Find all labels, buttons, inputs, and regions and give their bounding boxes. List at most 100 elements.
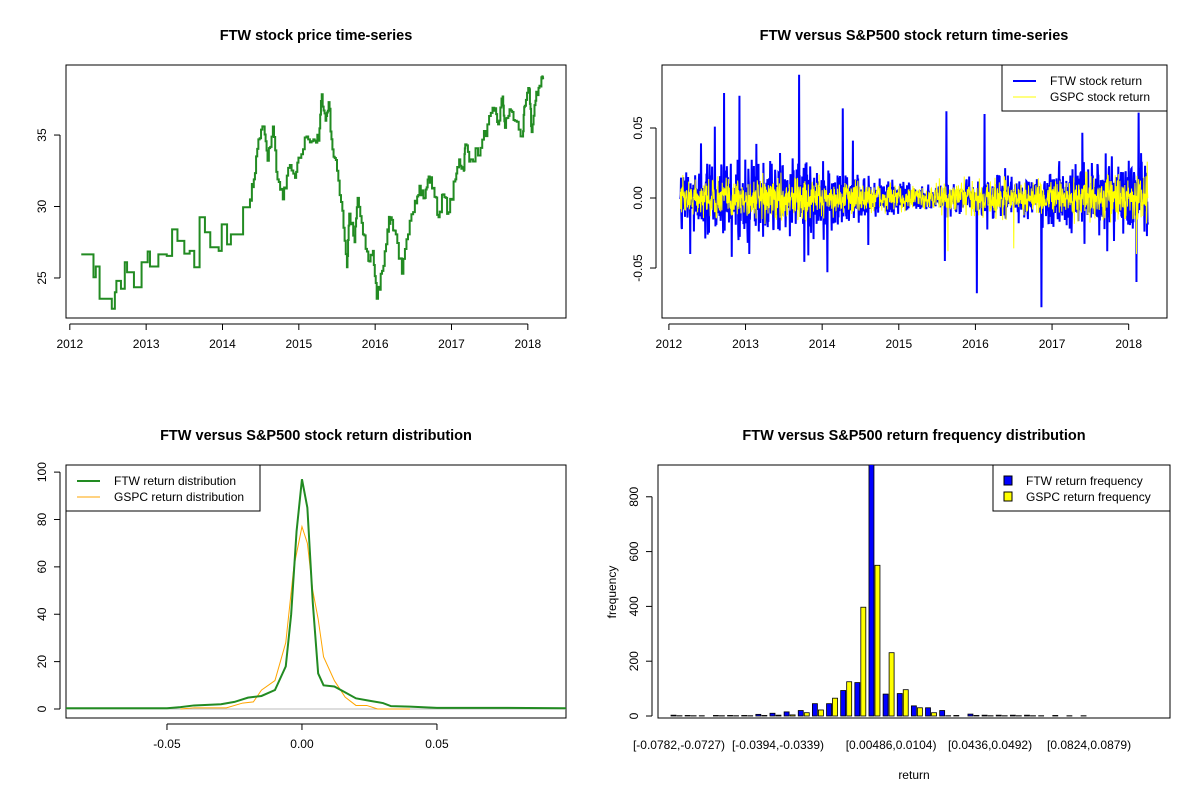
y-tick-label: 200: [627, 651, 641, 671]
ftw-bar: [713, 715, 719, 717]
gspc-bar: [973, 715, 980, 717]
ftw-bar: [939, 710, 946, 717]
frequency-chart: 0 200 400 600 800 [-0.0782,-0.0727) [-0.0394,-…: [627, 464, 1171, 752]
gspc-bar: [832, 697, 838, 717]
plot-frame: [65, 64, 567, 319]
x-tick-label: 2013: [732, 337, 759, 351]
x-axis-label-return: return: [898, 768, 929, 782]
x-tick-label: 2018: [514, 337, 541, 351]
legend-label: GSPC return distribution: [114, 490, 244, 504]
gspc-bar: [775, 714, 782, 717]
y-tick-label: 60: [35, 560, 49, 574]
gspc-return-line: [679, 161, 1149, 255]
returns-chart: 2012 2013 2014 2015 2016 2017 2018 -0.05 0.00 0.0…: [631, 64, 1168, 351]
legend-box: [65, 464, 261, 512]
y-tick-label: 400: [627, 596, 641, 616]
ftw-bar: [684, 715, 691, 717]
chart-title-returns: FTW versus S&P500 stock return time-seri…: [760, 28, 1069, 44]
x-tick-label: 2014: [209, 337, 236, 351]
gspc-bar: [888, 652, 895, 717]
y-tick-label: 25: [35, 271, 49, 285]
ftw-bar: [967, 713, 974, 717]
x-tick-label: [0.0824,0.0879): [1047, 738, 1131, 752]
x-tick-label: 2012: [656, 337, 683, 351]
ftw-bar: [1009, 714, 1016, 717]
x-tick-label: 2018: [1115, 337, 1142, 351]
density-lines: [66, 479, 566, 710]
plot-frame: [657, 464, 1171, 719]
gspc-bar: [761, 715, 768, 717]
x-tick-label: [0.00486,0.0104): [846, 738, 937, 752]
ftw-bar: [783, 711, 790, 717]
distribution-chart: -0.05 0.00 0.05 0 20 40 60 80 100 FTW return dist…: [35, 462, 567, 751]
y-tick-label: -0.05: [631, 254, 645, 282]
y-tick-label: 80: [35, 512, 49, 526]
x-tick-label: 2013: [133, 337, 160, 351]
ftw-bar: [953, 715, 960, 717]
x-tick-label: 2017: [1039, 337, 1066, 351]
ftw-bar: [797, 710, 804, 717]
ftw-bar: [1052, 715, 1059, 717]
gspc-bar: [803, 712, 810, 717]
gspc-bar: [916, 707, 923, 717]
price-line: [81, 75, 545, 310]
gspc-density-line: [180, 524, 410, 710]
ftw-bar: [826, 703, 832, 717]
x-tick-label: 2017: [438, 337, 465, 351]
x-tick-label: -0.05: [153, 737, 181, 751]
y-tick-label: 0: [35, 705, 49, 712]
ftw-bar: [854, 682, 861, 717]
ftw-bar: [670, 714, 677, 717]
gspc-bar: [789, 714, 796, 717]
ftw-bar: [755, 713, 762, 717]
x-tick-label: 0.00: [290, 737, 314, 751]
y-tick-label: 30: [35, 200, 49, 214]
y-tick-label: 100: [35, 462, 49, 482]
legend-label: FTW return distribution: [114, 474, 236, 488]
y-tick-label: 0.05: [631, 116, 645, 140]
legend-label: GSPC return frequency: [1026, 490, 1151, 504]
bars: [670, 465, 1087, 717]
y-tick-label: 600: [627, 541, 641, 561]
ftw-bar: [925, 707, 931, 717]
gspc-bar: [874, 564, 881, 717]
gspc-bar: [846, 681, 853, 717]
ftw-bar: [896, 693, 903, 717]
ftw-density-line: [66, 479, 566, 710]
gspc-bar: [931, 712, 937, 717]
y-tick-label: 0: [627, 712, 641, 719]
chart-title-frequency: FTW versus S&P500 return frequency distr…: [742, 428, 1085, 444]
chart-title-price: FTW stock price time-series: [220, 28, 413, 44]
y-tick-label: 800: [627, 486, 641, 506]
legend-box: [1001, 64, 1168, 112]
legend-label: FTW stock return: [1050, 74, 1142, 88]
x-tick-label: [0.0436,0.0492): [948, 738, 1032, 752]
legend-label: FTW return frequency: [1026, 474, 1143, 488]
plot-frame: [661, 64, 1168, 319]
y-tick-label: 40: [35, 607, 49, 621]
plot-frame: [65, 464, 567, 719]
y-tick-label: 20: [35, 655, 49, 669]
x-tick-label: 2014: [809, 337, 836, 351]
ftw-bar: [868, 465, 875, 717]
x-tick-label: 2015: [285, 337, 312, 351]
x-tick-label: 2015: [885, 337, 912, 351]
ftw-bar: [840, 690, 847, 717]
legend-swatch: [1003, 475, 1013, 486]
x-tick-label: [-0.0782,-0.0727): [633, 738, 725, 752]
x-tick-label: 0.05: [425, 737, 449, 751]
ftw-bar: [812, 703, 818, 717]
gspc-bar: [818, 709, 824, 717]
ftw-bar: [981, 714, 988, 717]
gspc-bar: [860, 606, 867, 717]
legend-box: [992, 464, 1171, 512]
ftw-bar: [882, 693, 889, 717]
y-axis-label-frequency: frequency: [605, 566, 619, 619]
ftw-bar: [1024, 714, 1030, 717]
legend-label: GSPC stock return: [1050, 90, 1150, 104]
x-tick-label: 2016: [962, 337, 989, 351]
legend-swatch: [1003, 491, 1013, 502]
gspc-bar: [902, 689, 909, 717]
y-tick-label: 35: [35, 128, 49, 142]
x-tick-label: 2012: [56, 337, 83, 351]
